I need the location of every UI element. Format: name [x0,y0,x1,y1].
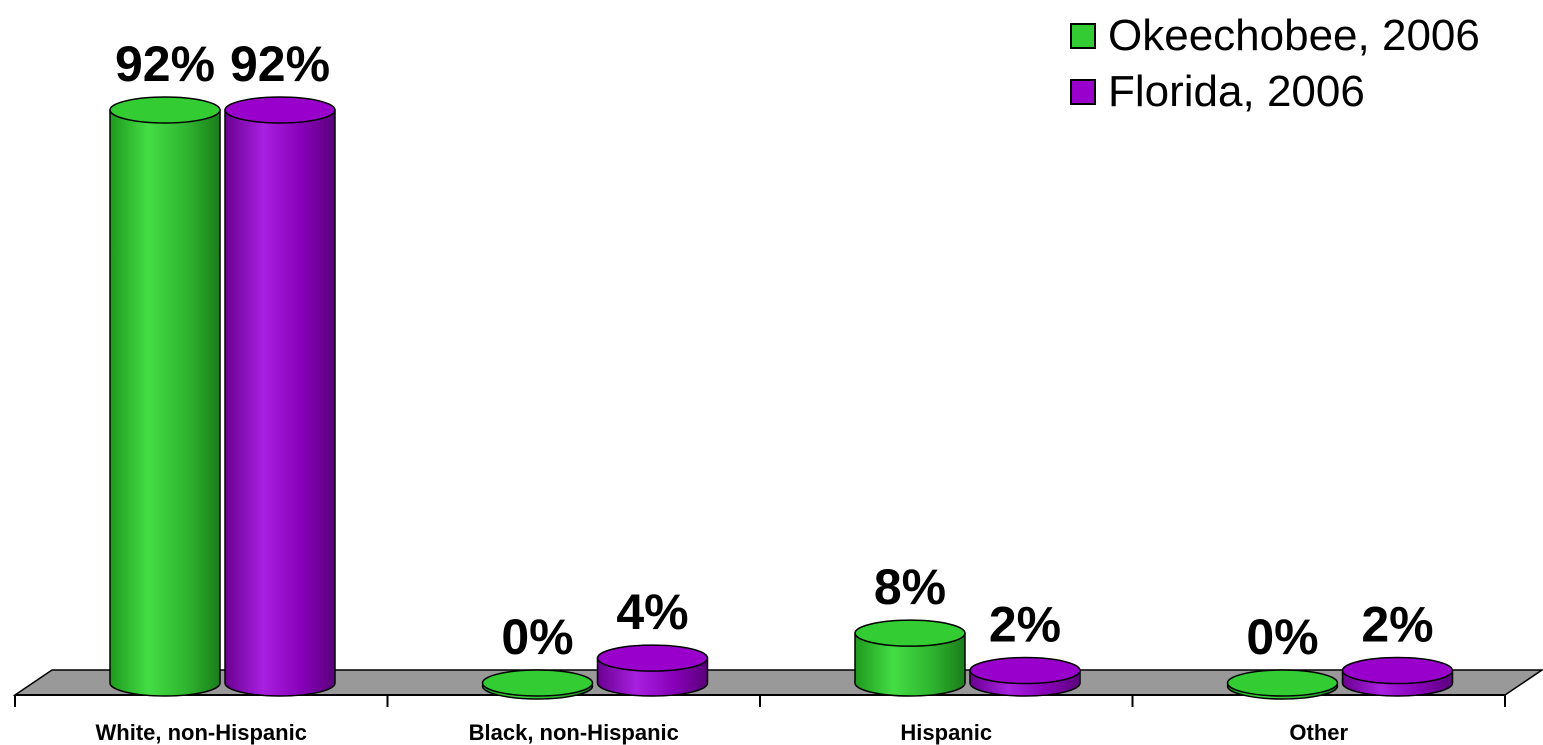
category-label-black-non-hispanic: Black, non-Hispanic [469,720,679,745]
bar-okeechobee-2006-black-non-hispanic [481,669,594,700]
legend-label-florida: Florida, 2006 [1108,67,1365,116]
data-label-florida-2006-black-non-hispanic: 4% [616,584,688,640]
bar-okeechobee-2006-other [1226,669,1339,700]
data-label-florida-2006-hispanic: 2% [989,597,1061,653]
legend: Okeechobee, 2006 Florida, 2006 [1070,8,1480,120]
bar-florida-2006-other [1341,656,1454,697]
data-label-florida-2006-white-non-hispanic: 92% [230,36,330,92]
bar-okeechobee-2006-white-non-hispanic [109,96,221,697]
data-label-okeechobee-2006-white-non-hispanic: 92% [115,36,215,92]
bar-florida-2006-white-non-hispanic [224,96,336,697]
data-label-okeechobee-2006-black-non-hispanic: 0% [501,609,573,665]
legend-item-florida: Florida, 2006 [1070,64,1480,120]
category-label-white-non-hispanic: White, non-Hispanic [96,720,307,745]
legend-item-okeechobee: Okeechobee, 2006 [1070,8,1480,64]
bar-florida-2006-hispanic [969,656,1081,697]
data-label-okeechobee-2006-other: 0% [1246,609,1318,665]
legend-label-okeechobee: Okeechobee, 2006 [1108,11,1480,60]
data-label-florida-2006-other: 2% [1361,597,1433,653]
bar-florida-2006-black-non-hispanic [596,644,709,697]
category-label-hispanic: Hispanic [900,720,992,745]
data-label-okeechobee-2006-hispanic: 8% [874,559,946,615]
legend-swatch-florida [1070,79,1096,105]
bar-okeechobee-2006-hispanic [854,619,966,697]
category-label-other: Other [1289,720,1348,745]
legend-swatch-okeechobee [1070,23,1096,49]
